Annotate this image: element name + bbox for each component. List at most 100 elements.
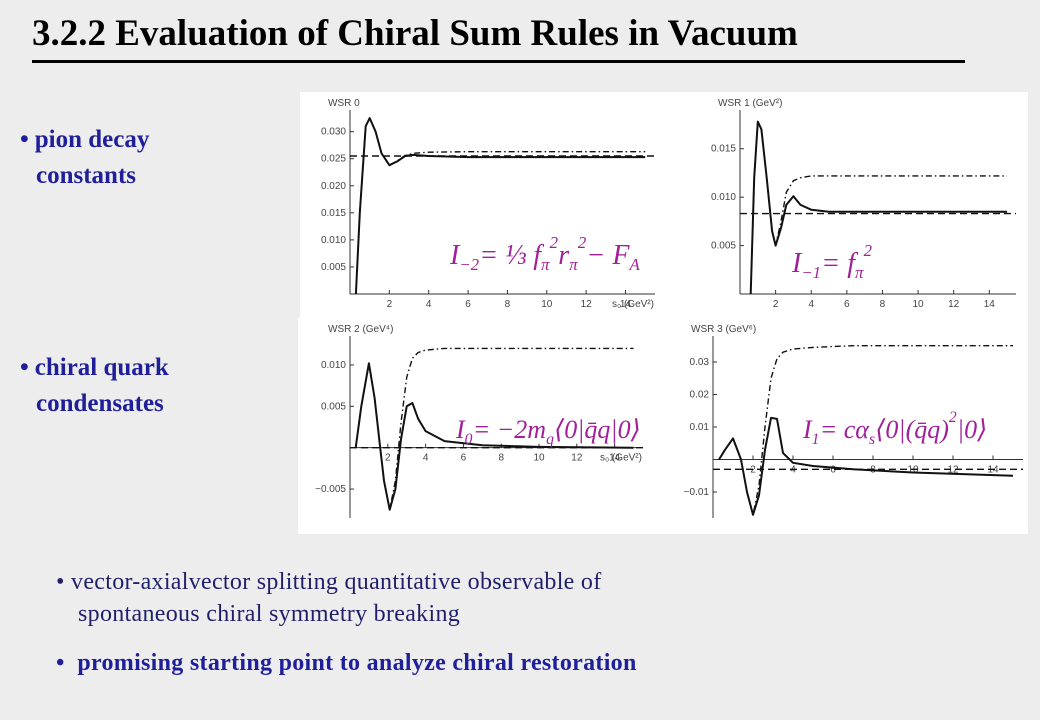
formula-part: = −2m	[473, 415, 546, 444]
series-dashdot	[355, 347, 634, 511]
series-dashdot	[718, 345, 1013, 516]
y-tick-label: 0.005	[321, 401, 346, 412]
note-dot-icon: •	[56, 650, 78, 676]
bullet-dot-icon: •	[20, 354, 29, 381]
formula-label: I1 = cαs ⟨0|(q̄q)2 |0⟩	[802, 409, 987, 448]
formula-part: 0	[465, 431, 473, 448]
formula-part: s	[869, 431, 875, 448]
axis-group: WSR 0 0.005 0.010 0.015 0.020 0.025 0.030 2 4 6 8 1…	[321, 98, 655, 310]
bullet-quark: • chiral quark condensates	[20, 350, 169, 422]
x-tick-label: 12	[581, 299, 593, 310]
note-line1: vector-axialvector splitting quantitativ…	[71, 569, 602, 595]
chart-panel-top: WSR 0 0.005 0.010 0.015 0.020 0.025 0.030 2 4 6 8 1…	[300, 92, 1028, 318]
chart-panel-bottom: WSR 2 (GeV⁴) −0.005 0.005 0.010 2 4 6 8 10 12 14 s₀…	[298, 318, 1028, 534]
formula-part: 1	[812, 431, 820, 448]
chart-title: WSR 1 (GeV²)	[718, 98, 782, 109]
x-tick-label: 2	[385, 453, 391, 464]
chart-wsr3: WSR 3 (GeV⁶)−0.010.010.020.032 4 6 8 10 12 14I…	[684, 324, 1023, 518]
x-tick-label: 10	[541, 299, 553, 310]
x-tick-label: 8	[880, 299, 886, 310]
y-tick-label: 0.010	[321, 360, 346, 371]
x-tick-label: 8	[505, 299, 511, 310]
y-tick-label: 0.02	[690, 390, 710, 401]
formula-label: I−1 = fπ 2	[791, 241, 873, 282]
formula-part: |0⟩	[957, 415, 987, 444]
chart-wsr0: WSR 0 0.005 0.010 0.015 0.020 0.025 0.030 2 4 6 8 1…	[321, 98, 655, 310]
x-tick-label: 2	[387, 299, 393, 310]
formula-part: −1	[801, 263, 821, 282]
y-tick-label: 0.03	[690, 357, 710, 368]
x-axis-label: s₀ (GeV²)	[600, 453, 642, 464]
formula-part: = f	[821, 248, 858, 279]
axis-group: WSR 1 (GeV²) 0.005 0.010 0.015 2 4 6 8 10 12 14	[711, 98, 1016, 310]
slide-title: 3.2.2 Evaluation of Chiral Sum Rules in …	[32, 13, 798, 54]
formula-part: f	[533, 240, 544, 271]
bullet-pion-line1: pion decay	[34, 126, 150, 153]
y-tick-label: 0.01	[690, 422, 710, 433]
formula-part: q	[546, 431, 554, 448]
note-splitting: • vector-axialvector splitting quantitat…	[56, 566, 602, 630]
formula-part: r	[558, 240, 569, 271]
formula-part: I	[455, 415, 466, 444]
formula-part: A	[629, 255, 641, 274]
note-restoration: • promising starting point to analyze ch…	[56, 650, 637, 677]
chart-wsr2: WSR 2 (GeV⁴) −0.005 0.005 0.010 2 4 6 8 10 12 14s₀…	[315, 324, 643, 518]
x-tick-label: 14	[984, 299, 996, 310]
x-tick-label: 6	[465, 299, 471, 310]
y-tick-label: 0.020	[321, 181, 346, 192]
x-tick-label: 6	[830, 465, 836, 476]
y-tick-label: 0.005	[321, 262, 346, 273]
formula-part: 2	[578, 233, 587, 252]
y-tick-label: 0.010	[321, 235, 346, 246]
formula-part: = cα	[820, 415, 871, 444]
formula-part: π	[541, 255, 550, 274]
y-tick-label: −0.01	[684, 487, 710, 498]
series-solid	[749, 120, 1008, 295]
x-tick-label: 12	[948, 299, 960, 310]
chart-title: WSR 2 (GeV⁴)	[328, 324, 393, 335]
note-line2: spontaneous chiral symmetry breaking	[78, 601, 461, 627]
x-axis-label: s₀ (GeV²)	[612, 299, 654, 310]
series-dashdot	[355, 117, 646, 295]
formula-part: 2	[550, 233, 559, 252]
x-tick-label: 2	[750, 465, 756, 476]
y-tick-label: 0.030	[321, 127, 346, 138]
x-tick-label: 12	[571, 453, 583, 464]
formula-part: ⅓	[505, 240, 533, 271]
formula-part: 2	[864, 241, 873, 260]
x-tick-label: 10	[913, 299, 925, 310]
bullet-pion: • pion decay constants	[20, 122, 149, 194]
x-tick-label: 14	[620, 299, 632, 310]
formula-part: I	[802, 415, 813, 444]
x-tick-label: 6	[461, 453, 467, 464]
x-tick-label: 6	[844, 299, 850, 310]
x-tick-label: 4	[426, 299, 432, 310]
formula-part: =	[479, 240, 505, 271]
y-tick-label: −0.005	[315, 484, 346, 495]
series-dashdot	[750, 120, 1008, 295]
y-tick-label: 0.005	[711, 241, 736, 252]
bullet-dot-icon: •	[20, 126, 29, 153]
x-tick-label: 8	[498, 453, 504, 464]
formula-part: −2	[459, 255, 479, 274]
chart-wsr1: WSR 1 (GeV²) 0.005 0.010 0.015 2 4 6 8 10 12 14 I−1…	[711, 98, 1016, 310]
formula-part: π	[855, 263, 864, 282]
title-underline	[32, 60, 965, 63]
formula-part: ⟨0|(q̄q)	[875, 415, 949, 444]
y-tick-label: 0.015	[321, 208, 346, 219]
formula-part: I	[449, 240, 461, 271]
x-tick-label: 4	[808, 299, 814, 310]
bullet-pion-line2: constants	[36, 162, 137, 189]
y-tick-label: 0.015	[711, 144, 736, 155]
formula-part: − F	[587, 240, 631, 271]
bullet-quark-line1: chiral quark	[34, 354, 169, 381]
y-tick-label: 0.010	[711, 192, 736, 203]
y-tick-label: 0.025	[321, 154, 346, 165]
bullet-quark-line2: condensates	[36, 390, 164, 417]
x-tick-label: 12	[947, 465, 959, 476]
formula-label: I−2 = ⅓ fπ 2 rπ 2 − FA	[449, 233, 641, 274]
note-line3: promising starting point to analyze chir…	[77, 650, 637, 676]
chart-title: WSR 3 (GeV⁶)	[691, 324, 756, 335]
formula-part: ⟨0|q̄q|0⟩	[554, 415, 641, 444]
formula-label: I0 = −2mq ⟨0|q̄q|0⟩	[455, 415, 641, 448]
